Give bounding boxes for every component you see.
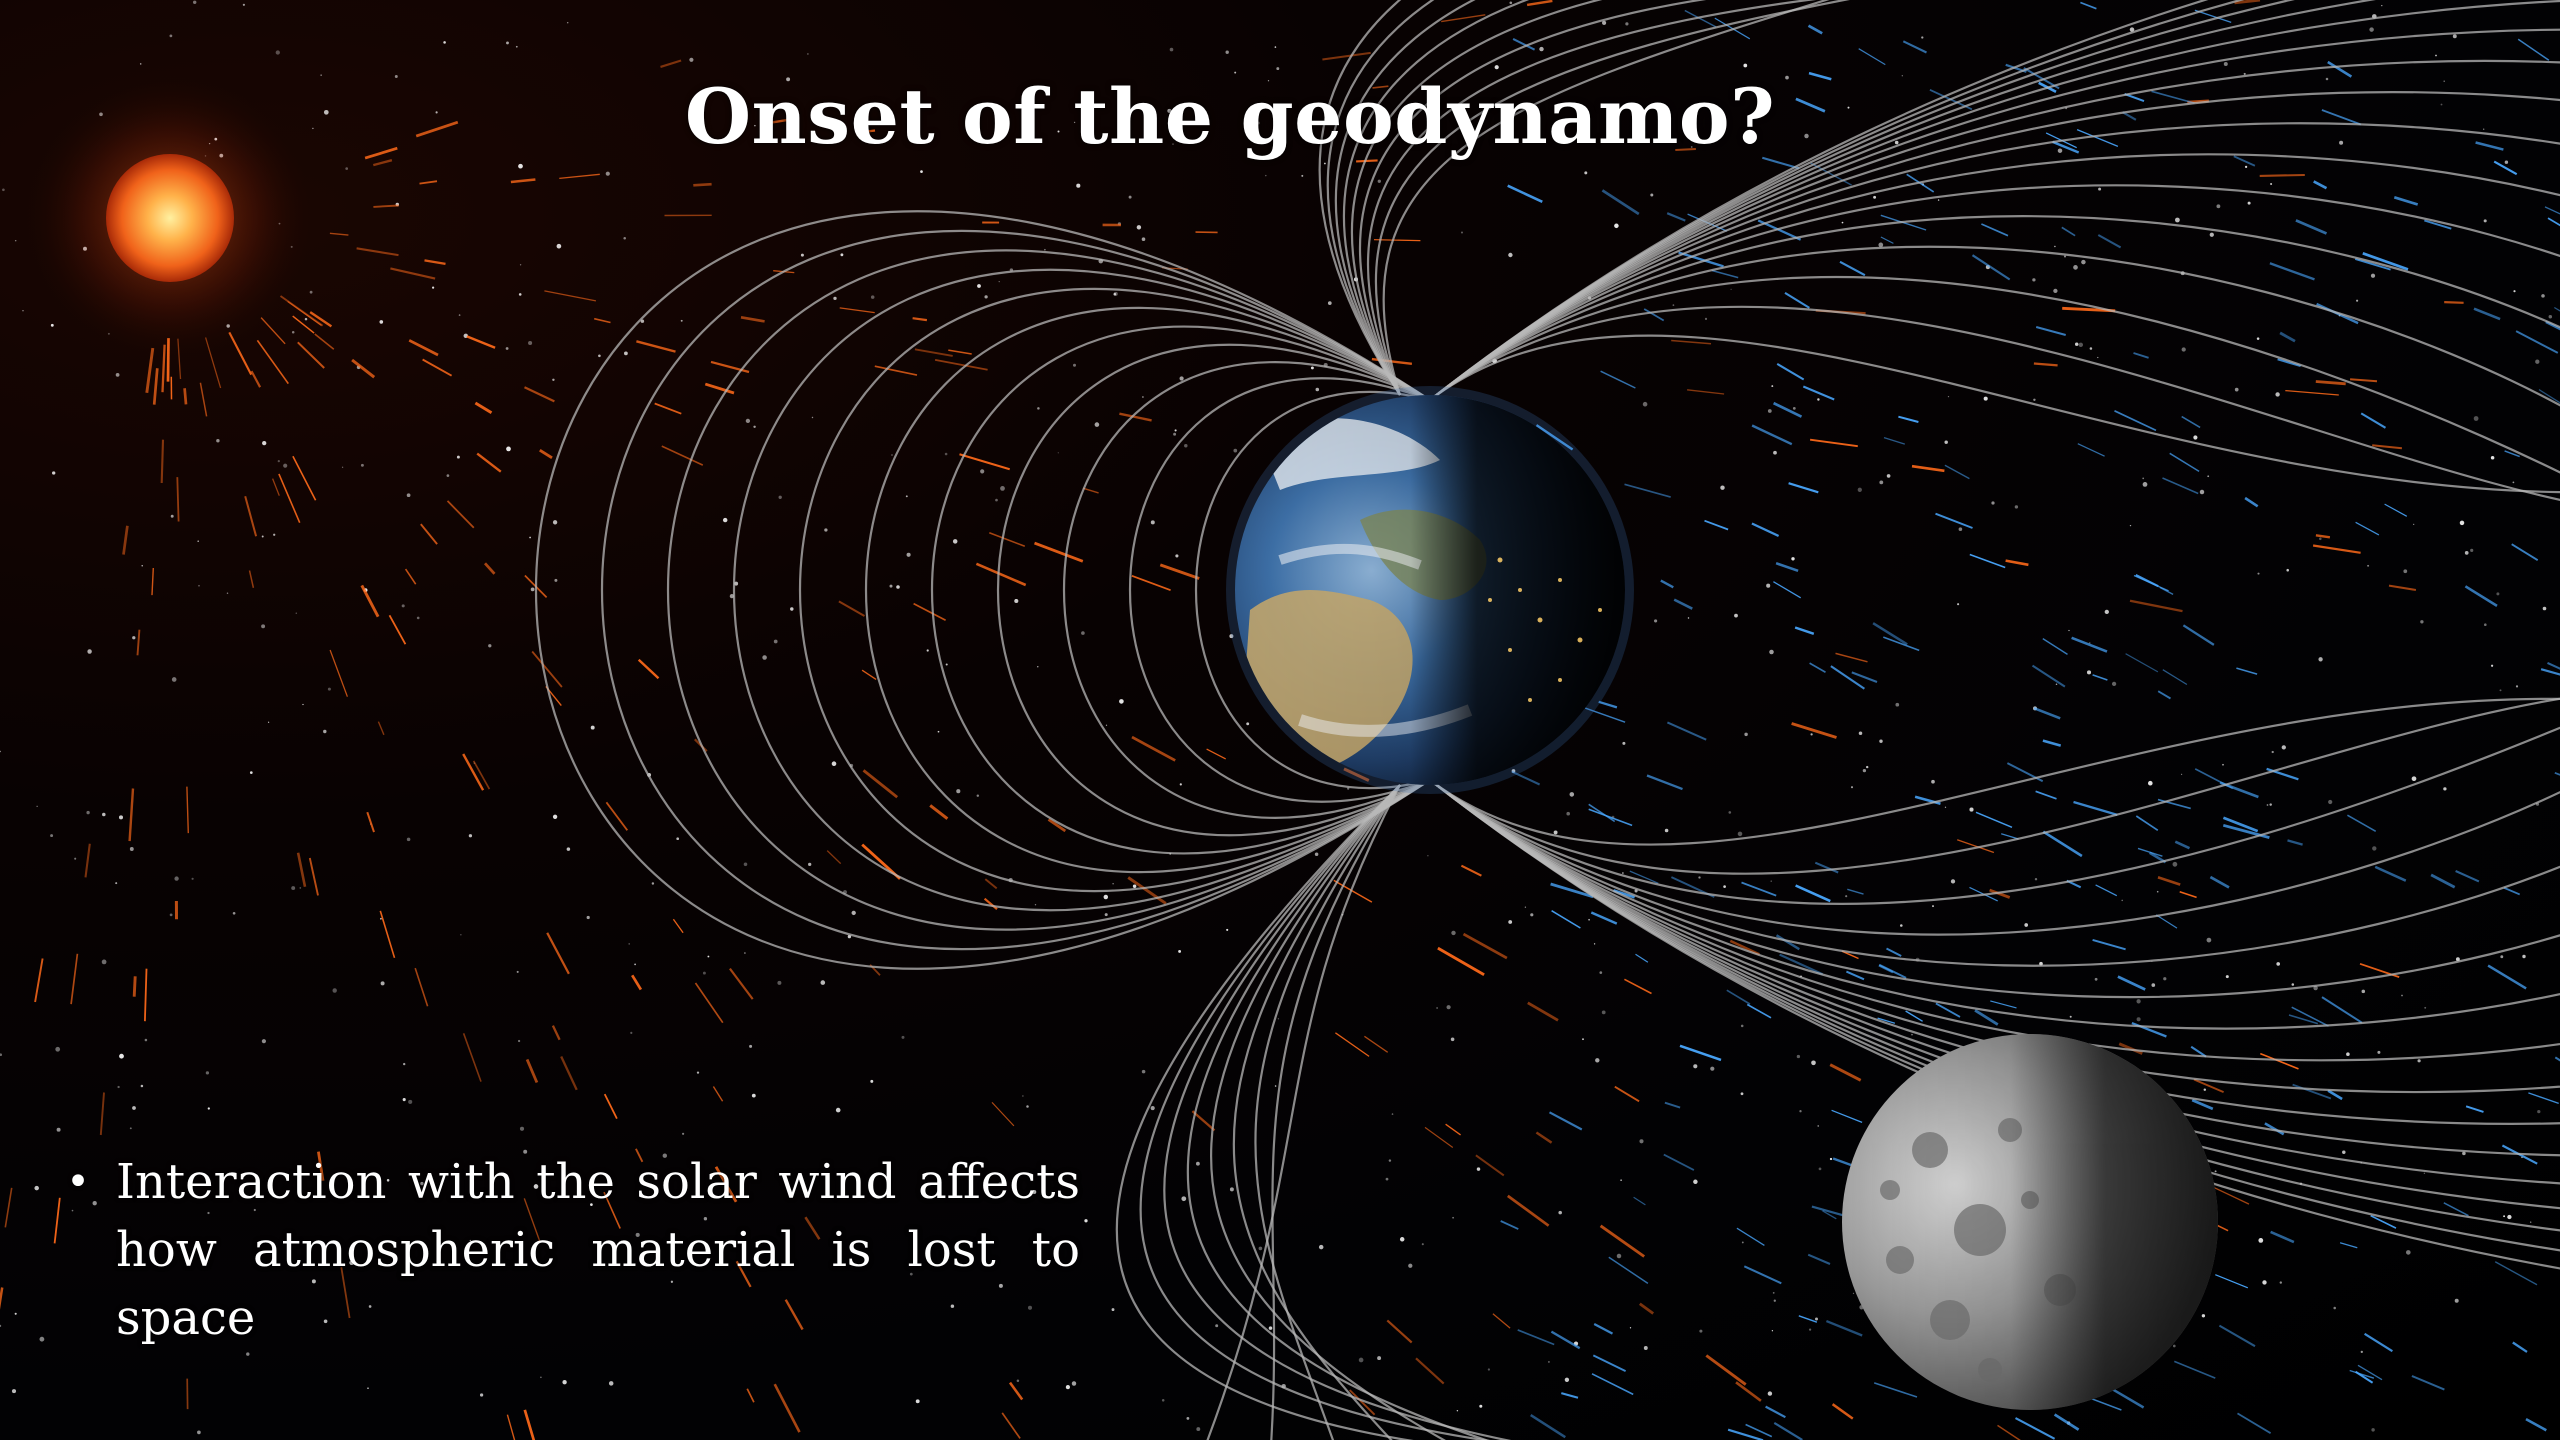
- moon: [1842, 1034, 2218, 1410]
- earth: [1226, 386, 1634, 794]
- bullet-marker: •: [66, 1159, 90, 1205]
- bullet-item: • Interaction with the solar wind affect…: [40, 1148, 1080, 1352]
- slide-title: Onset of the geodynamo?: [684, 72, 1776, 161]
- bullet-list: • Interaction with the solar wind affect…: [40, 1148, 1080, 1352]
- sun: [20, 68, 320, 368]
- bullet-text: Interaction with the solar wind affects …: [116, 1154, 1080, 1346]
